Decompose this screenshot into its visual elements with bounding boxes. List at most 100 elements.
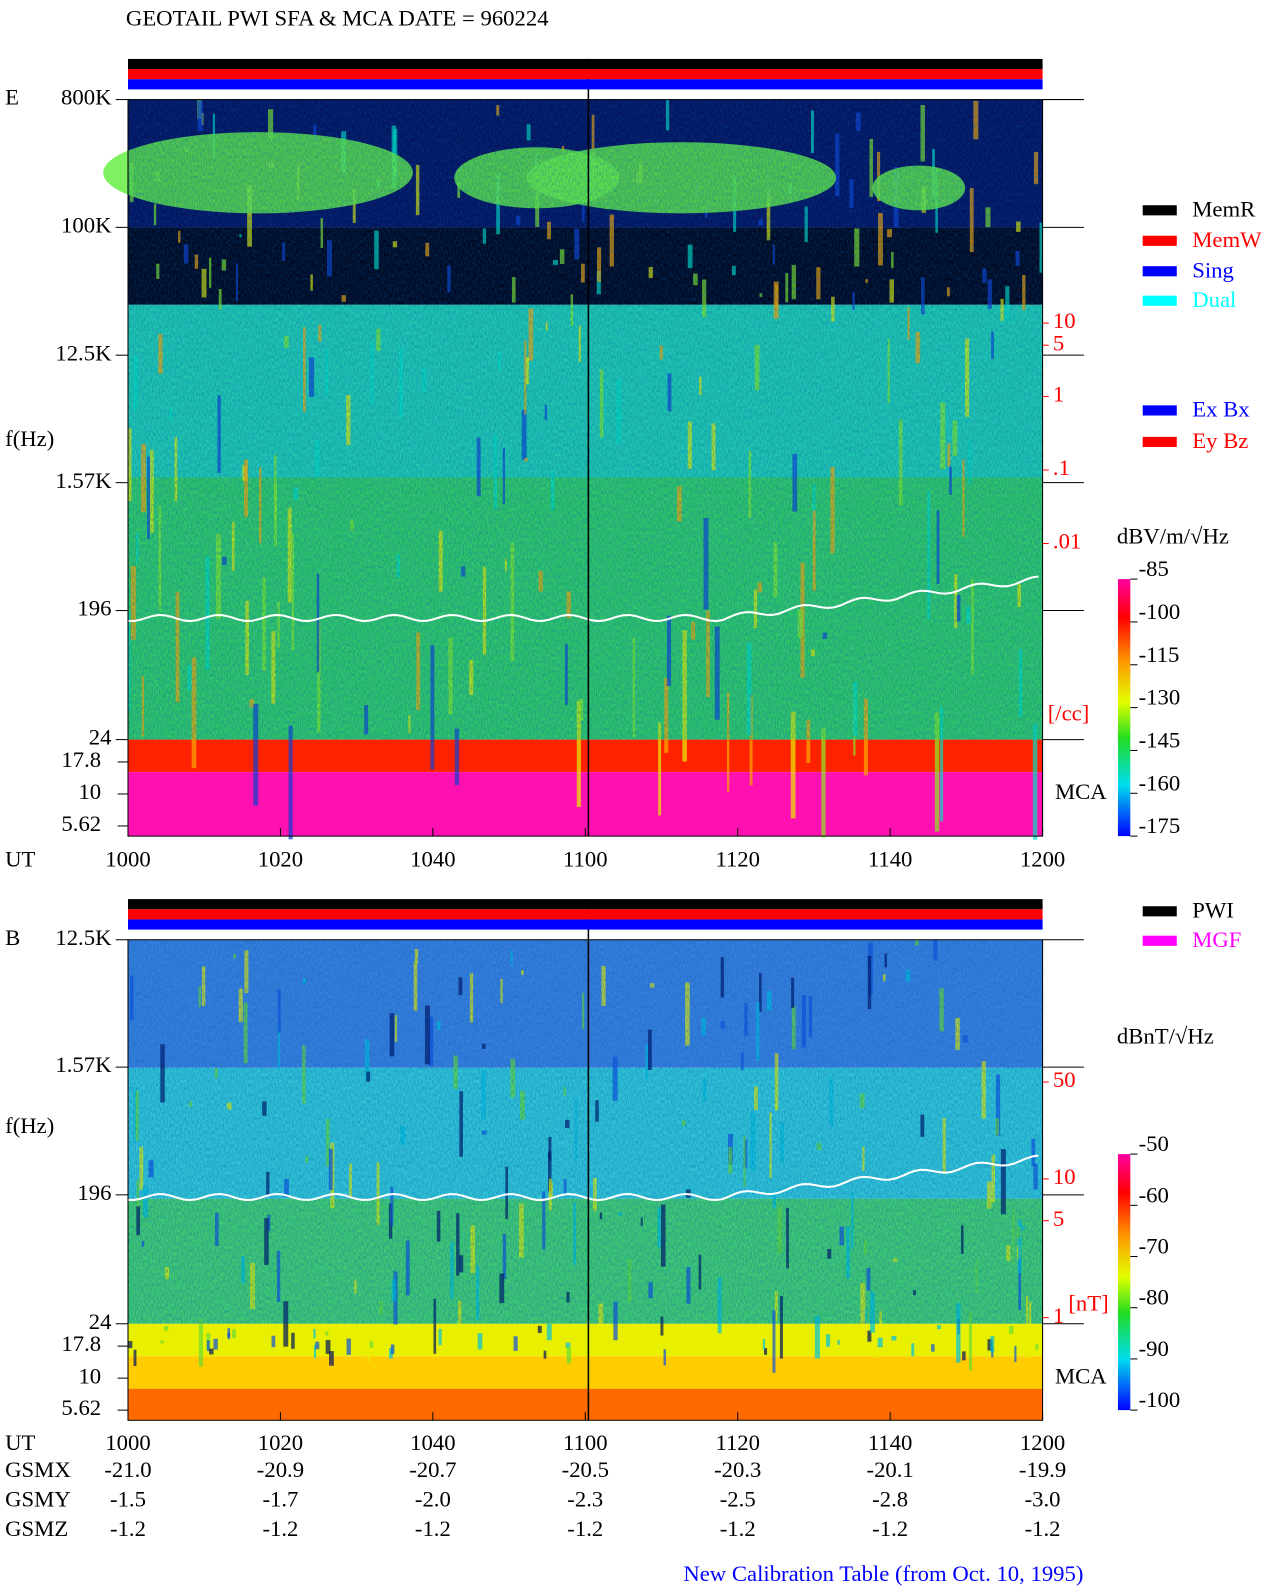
colorbar-tick-label: -85 [1139,556,1169,581]
mode-bar [128,899,1043,910]
spectrogram-texture [160,1340,164,1344]
spectrogram-texture [291,1332,295,1349]
x-tick-label: 1040 [410,1430,455,1455]
spectrogram-texture [543,1350,547,1359]
orbit-value: -1.2 [567,1516,603,1541]
spectrogram-texture [367,1349,371,1362]
density-unit: [nT] [1068,1291,1108,1316]
orbit-value: -1.7 [262,1487,298,1512]
spectrogram-texture [513,1336,518,1351]
orbit-value: -2.8 [872,1487,908,1512]
spectrogram-texture [790,711,796,819]
spectrogram-texture [477,1333,483,1350]
y-tick-label: 24 [89,725,112,750]
orbit-value: -1.2 [110,1516,146,1541]
legend-swatch [1142,405,1177,416]
panel-name: B [5,925,20,950]
spectrogram-texture [209,1348,214,1355]
legend-swatch [1142,436,1177,448]
orbit-value: -20.9 [257,1457,304,1482]
colorbar-tick-label: -100 [1139,599,1181,624]
orbit-value: -1.2 [872,1516,908,1541]
density-unit: [/cc] [1048,701,1090,726]
footer: New Calibration Table (from Oct. 10, 199… [683,1561,1083,1586]
mca-tick-label: 5.62 [61,1395,101,1420]
colorbar-tick-label: -160 [1139,770,1181,795]
spectrogram-band [128,1356,1043,1389]
y-tick-label: 24 [89,1309,112,1334]
mca-tick-label: 10 [78,1363,101,1388]
plasma-line [128,1154,1039,1202]
spectrogram-texture [565,1342,571,1348]
spectrogram-texture [494,1326,500,1344]
spectrogram-texture [837,1340,840,1345]
x-tick-label: 1100 [563,1430,608,1455]
spectrogram-texture [763,1348,768,1355]
legend-label: Ey Bz [1192,428,1248,453]
legend-label: Sing [1192,258,1234,283]
spectrogram-texture [663,1349,666,1366]
legend-swatch [1142,295,1177,306]
colorbar-tick-label: -175 [1139,813,1181,838]
spectrogram-texture [994,1331,998,1340]
spectrogram-texture [806,719,811,763]
orbit-value: -20.3 [714,1457,761,1482]
x-tick-label: 1020 [258,847,303,872]
spectrogram-texture [660,1316,664,1336]
spectrogram-texture [546,1323,552,1341]
orbit-value: -20.5 [562,1457,609,1482]
spectrogram-texture [794,1332,797,1339]
x-tick-label: 1120 [715,847,760,872]
title: GEOTAIL PWI SFA & MCA DATE = 960224 [126,6,549,31]
y-tick-label: 1.57K [55,468,112,493]
x-tick-label: 1140 [868,847,913,872]
spectrogram-texture [944,1343,948,1355]
spectrogram-texture [283,1301,289,1347]
spectrogram-texture [1014,1345,1017,1363]
mca-tick-label: 17.8 [61,747,101,772]
spectrogram-band [128,1323,1043,1357]
legend-swatch [1142,266,1177,277]
colorbar-tick-label: -60 [1139,1182,1169,1207]
mode-bar [128,919,1043,930]
spectrogram-texture [232,1329,237,1339]
orbit-name: GSMY [5,1487,71,1512]
spectrogram-texture [1032,723,1038,840]
spectrogram-texture [779,1296,783,1359]
y-axis-label: f(Hz) [5,426,54,451]
mca-label: MCA [1055,779,1107,804]
y-tick-label: 12.5K [55,340,112,365]
legend-swatch [1142,906,1177,917]
orbit-value: -19.9 [1019,1457,1066,1482]
density-tick-label: .1 [1053,455,1070,480]
x-axis-label: UT [5,1430,36,1455]
x-tick-label: 1000 [105,847,150,872]
spectrogram-texture [630,1326,635,1336]
density-tick-label: 10 [1053,1164,1076,1189]
spectrogram-texture [433,1298,437,1354]
spectrogram-texture [128,1341,133,1349]
spectrogram-texture [934,711,940,832]
density-tick-label: .01 [1053,529,1081,554]
spectrogram-texture [390,1344,395,1355]
orbit-name: GSMX [5,1457,71,1482]
spectrogram-texture [1008,1326,1014,1334]
spectrogram-texture [213,1338,218,1350]
x-tick-label: 1200 [1020,1430,1065,1455]
colorbar-tick-label: -70 [1139,1234,1169,1259]
spectrogram-texture [537,1325,542,1333]
mode-bar [128,79,1043,90]
spectrogram-texture [814,1315,820,1359]
x-tick-label: 1020 [258,1430,303,1455]
spectrogram-texture [576,701,581,808]
y-tick-label: 196 [77,1180,111,1205]
spectrogram-texture [329,1351,334,1366]
colorbar-tick-label: -80 [1139,1285,1169,1310]
x-tick-label: 1200 [1020,847,1065,872]
spectrogram-noise [128,939,1043,1324]
density-tick-label: 10 [1053,308,1076,333]
spectrogram-texture [369,1341,374,1348]
colorbar-tick-label: -90 [1139,1336,1169,1361]
spectrogram-texture [936,1325,941,1330]
spectrogram-texture [223,1338,226,1345]
